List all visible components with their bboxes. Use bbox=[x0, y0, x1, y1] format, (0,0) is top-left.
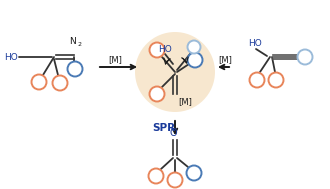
Circle shape bbox=[168, 173, 182, 187]
Circle shape bbox=[269, 73, 283, 88]
Text: SPR: SPR bbox=[152, 123, 175, 133]
Circle shape bbox=[186, 166, 202, 180]
Circle shape bbox=[298, 50, 313, 64]
Circle shape bbox=[148, 169, 163, 184]
Circle shape bbox=[31, 74, 47, 90]
Text: HO: HO bbox=[248, 40, 262, 49]
Circle shape bbox=[249, 73, 265, 88]
Text: 2: 2 bbox=[77, 43, 81, 47]
Circle shape bbox=[187, 40, 201, 53]
Text: [M]: [M] bbox=[108, 56, 122, 64]
Text: HO: HO bbox=[4, 53, 18, 63]
Text: [M]: [M] bbox=[218, 56, 232, 64]
Circle shape bbox=[68, 61, 82, 77]
Circle shape bbox=[135, 32, 215, 112]
Text: N: N bbox=[70, 37, 76, 46]
Circle shape bbox=[52, 75, 68, 91]
Circle shape bbox=[187, 53, 203, 67]
Text: HO: HO bbox=[158, 46, 172, 54]
Circle shape bbox=[149, 87, 164, 101]
Circle shape bbox=[149, 43, 164, 57]
Text: O: O bbox=[169, 128, 177, 138]
Text: [M]: [M] bbox=[178, 98, 192, 106]
